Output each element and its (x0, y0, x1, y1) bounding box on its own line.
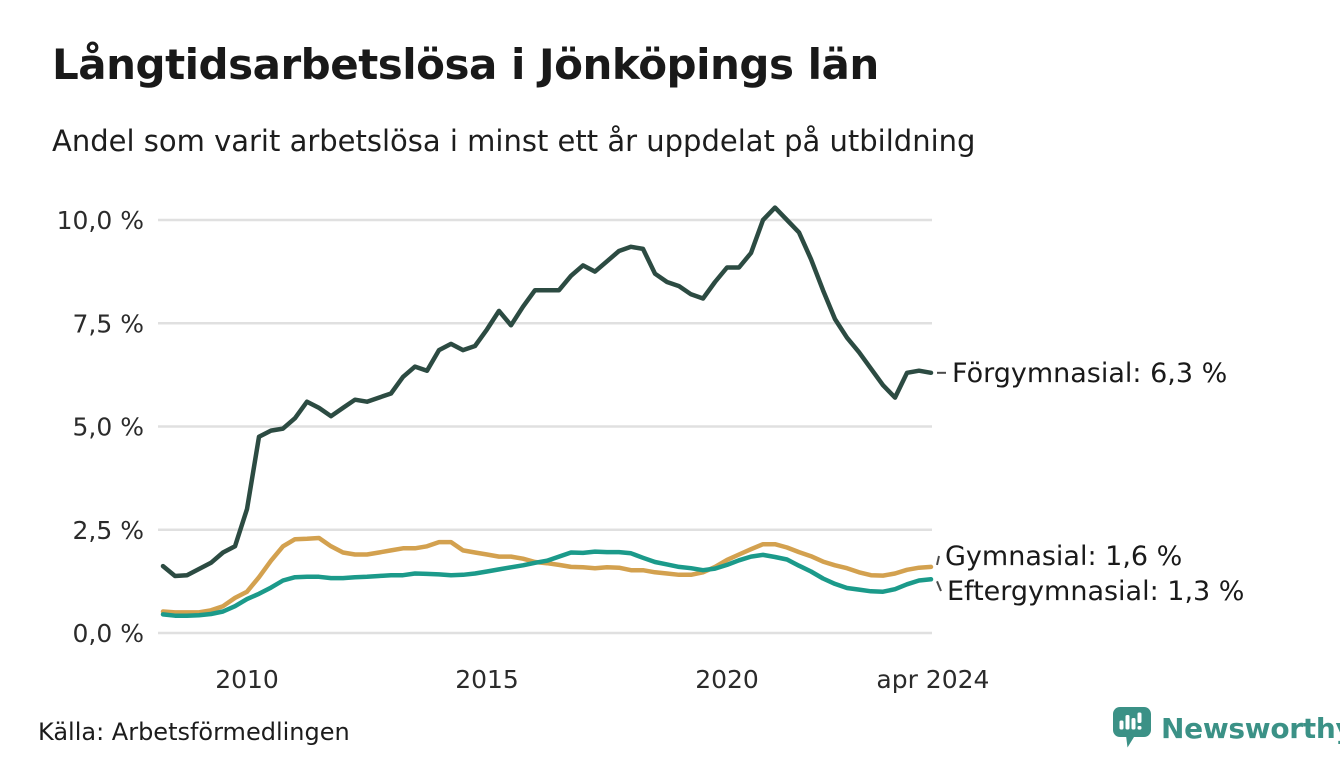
brand-name: Newsworthy (1161, 712, 1340, 745)
x-axis-tick-label: 2010 (215, 665, 279, 694)
newsworthy-logo-icon (1112, 706, 1152, 754)
chart-title: Långtidsarbetslösa i Jönköpings län (52, 40, 879, 89)
series-line-eftergymnasial (160, 549, 934, 618)
y-axis-tick-label: 0,0 % (73, 619, 144, 648)
series-end-label-förgymnasial: Förgymnasial: 6,3 % (952, 358, 1227, 389)
y-axis-tick-label: 10,0 % (57, 206, 144, 235)
label-connector-eftergymnasial (936, 580, 942, 592)
chart-subtitle: Andel som varit arbetslösa i minst ett å… (52, 124, 976, 158)
series-end-label-eftergymnasial: Eftergymnasial: 1,3 % (947, 576, 1244, 607)
label-connector-gymnasial (936, 555, 940, 566)
source-note: Källa: Arbetsförmedlingen (38, 718, 350, 746)
x-axis-tick-label: apr 2024 (876, 665, 989, 694)
x-axis-tick-label: 2015 (455, 665, 519, 694)
y-axis-tick-label: 2,5 % (73, 516, 144, 545)
x-axis-tick-label: 2020 (695, 665, 759, 694)
y-axis-tick-label: 7,5 % (73, 309, 144, 338)
brand-lockup: Newsworthy (1112, 706, 1340, 754)
series-line-förgymnasial (160, 205, 934, 579)
series-line-gymnasial (160, 535, 934, 615)
y-axis-tick-label: 5,0 % (73, 413, 144, 442)
series-end-label-gymnasial: Gymnasial: 1,6 % (945, 541, 1182, 572)
